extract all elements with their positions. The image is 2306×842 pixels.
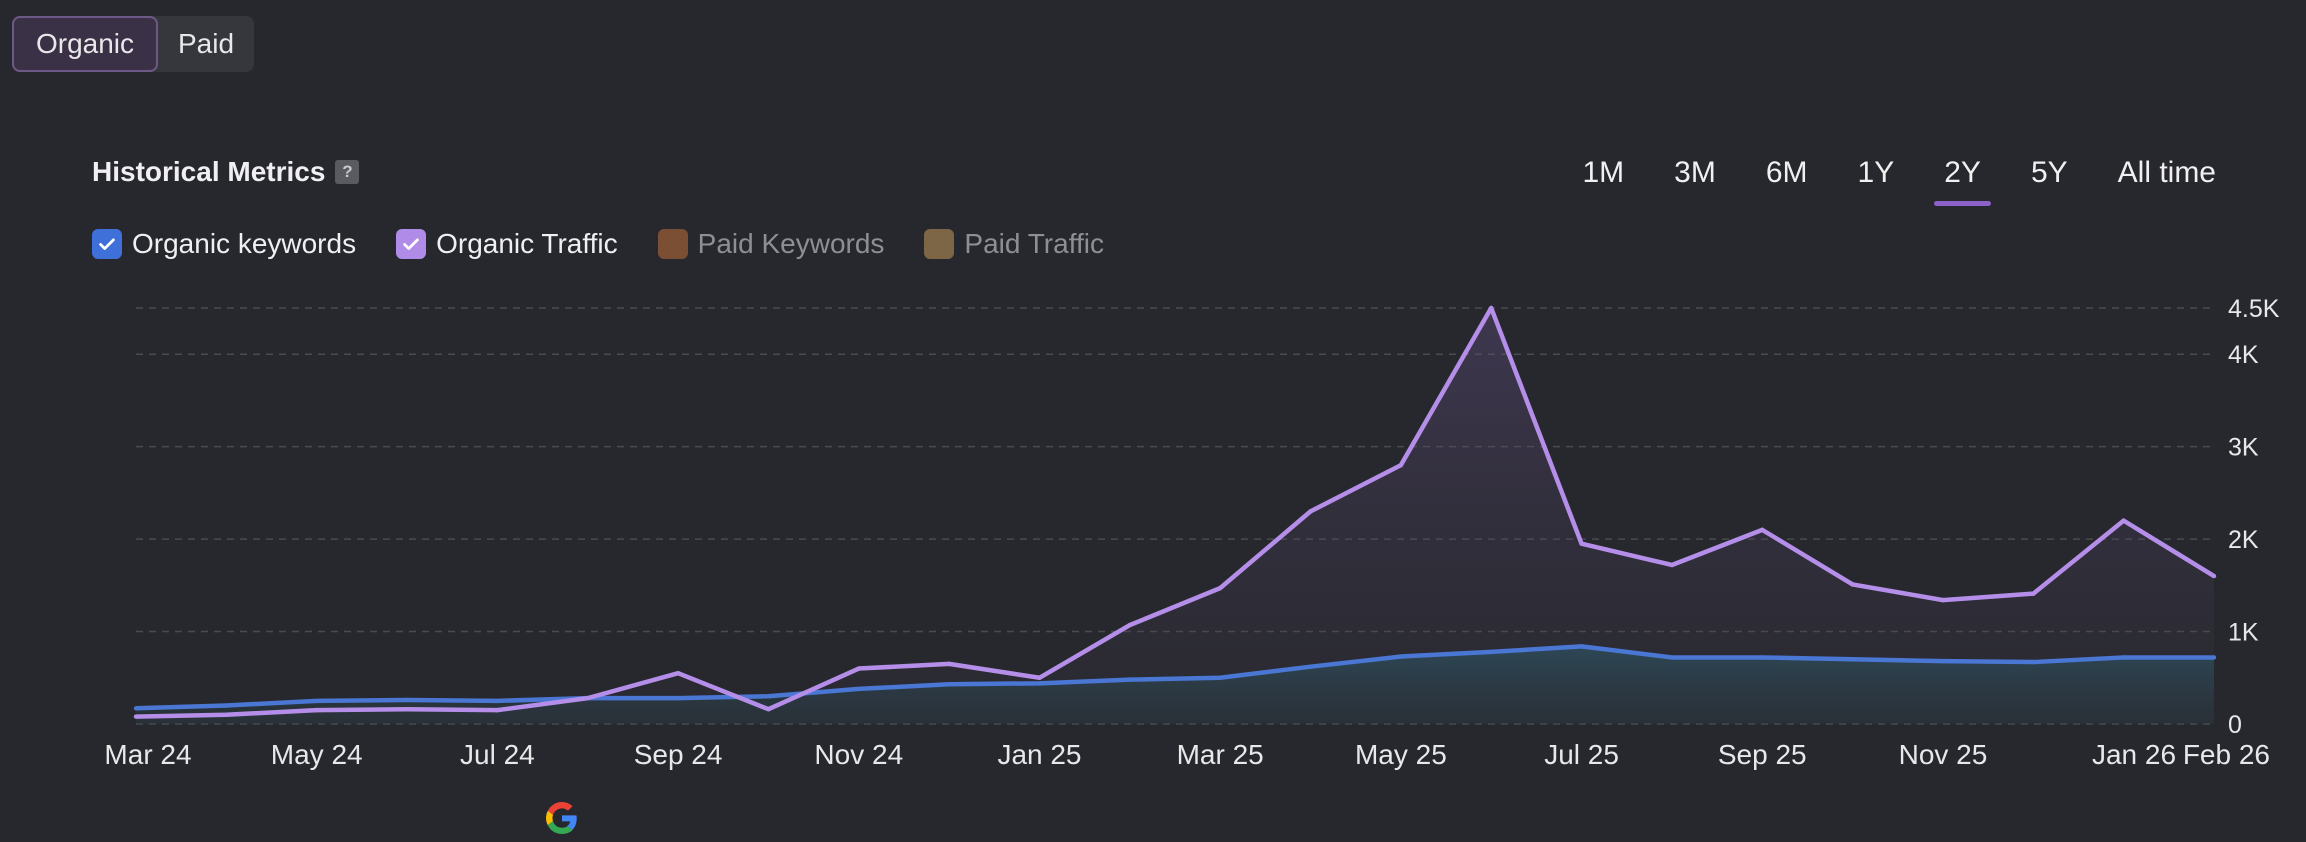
y-tick-label: 0	[2228, 711, 2242, 739]
organic-keywords-point	[224, 703, 229, 708]
organic-traffic-point	[1037, 675, 1042, 680]
x-tick-label: Nov 25	[1899, 739, 1988, 770]
legend-label: Paid Traffic	[964, 228, 1104, 259]
organic-keywords-point	[1489, 649, 1494, 655]
organic-traffic-point	[404, 707, 410, 712]
range-tab-5y[interactable]: 5Y	[2030, 156, 2068, 189]
organic-keywords-area	[136, 646, 2214, 724]
organic-traffic-point	[675, 670, 681, 676]
organic-traffic-point	[1850, 582, 1855, 587]
time-range-tabs: 1M 3M 6M 1Y 2Y 5Y All time	[1582, 152, 2216, 206]
organic-keywords-point	[1850, 657, 1855, 662]
x-tick-label: Sep 25	[1718, 739, 1807, 770]
help-icon[interactable]: ?	[335, 160, 360, 184]
range-tab-all-time[interactable]: All time	[2117, 156, 2216, 189]
y-tick-label: 1K	[2228, 619, 2259, 647]
organic-keywords-point	[1127, 677, 1133, 682]
organic-keywords-point	[946, 682, 952, 687]
section-header: Historical Metrics ?	[92, 156, 360, 188]
organic-keywords-point	[133, 706, 139, 711]
organic-keywords-point	[1217, 675, 1223, 680]
organic-traffic-point	[1217, 585, 1223, 591]
legend-label: Paid Keywords	[697, 228, 885, 259]
checkbox-checked-icon[interactable]	[92, 229, 122, 259]
range-tab-6m[interactable]: 6M	[1765, 156, 1808, 189]
x-tick-label: Jul 25	[1544, 739, 1619, 770]
organic-keywords-point	[675, 695, 681, 701]
google-icon	[546, 802, 577, 834]
organic-traffic-point	[2121, 518, 2126, 523]
organic-traffic-point	[133, 714, 139, 719]
x-tick-label: Jan 25	[997, 739, 1081, 770]
x-tick-label: Mar 25	[1177, 739, 1264, 770]
x-tick-label: May 25	[1355, 739, 1447, 770]
x-tick-label: Jan 26	[2092, 739, 2176, 770]
organic-toggle-button[interactable]: Organic	[12, 16, 158, 72]
organic-traffic-point	[1308, 509, 1313, 514]
organic-traffic-point	[946, 661, 952, 667]
range-tab-3m[interactable]: 3M	[1674, 156, 1716, 189]
range-tab-2y[interactable]: 2Y	[1934, 152, 1991, 206]
organic-traffic-point	[1398, 462, 1404, 468]
checkbox-unchecked-icon[interactable]	[924, 229, 955, 259]
section-title: Historical Metrics	[92, 156, 326, 187]
organic-traffic-point	[1760, 527, 1765, 533]
x-tick-label: Jul 24	[460, 739, 535, 770]
y-tick-label: 4.5K	[2228, 295, 2280, 323]
organic-traffic-point	[2031, 591, 2036, 596]
x-tick-label: Sep 24	[634, 739, 723, 770]
organic-keywords-point	[856, 686, 861, 692]
legend-paid-traffic[interactable]: Paid Traffic	[924, 228, 1104, 260]
legend-organic-keywords[interactable]: Organic keywords	[92, 228, 356, 260]
organic-traffic-point	[1127, 622, 1133, 628]
legend-organic-traffic[interactable]: Organic Traffic	[396, 228, 618, 260]
x-tick-label: Feb 26	[2183, 739, 2270, 770]
organic-keywords-point	[2211, 655, 2217, 660]
organic-traffic-point	[766, 707, 771, 712]
chart-legend: Organic keywords Organic Traffic Paid Keyw…	[92, 228, 1144, 260]
y-tick-label: 4K	[2228, 341, 2259, 369]
checkbox-unchecked-icon[interactable]	[657, 229, 688, 259]
organic-traffic-point	[495, 707, 500, 713]
organic-traffic-point	[2211, 573, 2217, 579]
y-tick-label: 2K	[2228, 526, 2259, 554]
checkbox-checked-icon[interactable]	[396, 229, 427, 259]
legend-paid-keywords[interactable]: Paid Keywords	[657, 228, 885, 260]
organic-traffic-point	[1489, 305, 1494, 311]
organic-keywords-point	[2031, 659, 2036, 665]
organic-traffic-point	[1579, 541, 1584, 546]
organic-keywords-point	[1760, 655, 1765, 660]
x-tick-label: Mar 24	[104, 739, 191, 770]
organic-keywords-point	[1398, 654, 1404, 659]
y-tick-label: 3K	[2228, 434, 2259, 462]
organic-keywords-point	[1669, 655, 1675, 660]
organic-traffic-area	[136, 308, 2214, 724]
paid-toggle-button[interactable]: Paid	[178, 28, 235, 59]
organic-keywords-point	[314, 698, 319, 704]
organic-traffic-point	[314, 707, 319, 713]
organic-keywords-point	[404, 697, 410, 703]
organic-keywords-point	[2121, 655, 2126, 660]
organic-traffic-point	[1669, 562, 1675, 568]
range-tab-1m[interactable]: 1M	[1582, 156, 1625, 189]
legend-label: Organic keywords	[132, 228, 357, 259]
legend-label: Organic Traffic	[436, 228, 618, 259]
organic-keywords-point	[1940, 658, 1946, 664]
organic-traffic-line	[135, 305, 2216, 719]
range-tab-1y[interactable]: 1Y	[1857, 156, 1895, 189]
organic-traffic-point	[856, 666, 861, 671]
organic-keywords-point	[1308, 664, 1313, 669]
x-tick-label: May 24	[271, 739, 363, 770]
organic-keywords-line	[135, 644, 2214, 711]
organic-keywords-point	[495, 698, 500, 704]
x-tick-label: Nov 24	[814, 739, 903, 770]
organic-traffic-point	[224, 712, 229, 717]
organic-keywords-point	[766, 694, 771, 699]
organic-keywords-point	[1037, 681, 1042, 686]
organic-paid-toggle: Organic Paid	[12, 16, 255, 72]
organic-keywords-point	[1579, 644, 1584, 649]
organic-traffic-point	[585, 695, 590, 701]
organic-traffic-point	[1940, 597, 1946, 603]
